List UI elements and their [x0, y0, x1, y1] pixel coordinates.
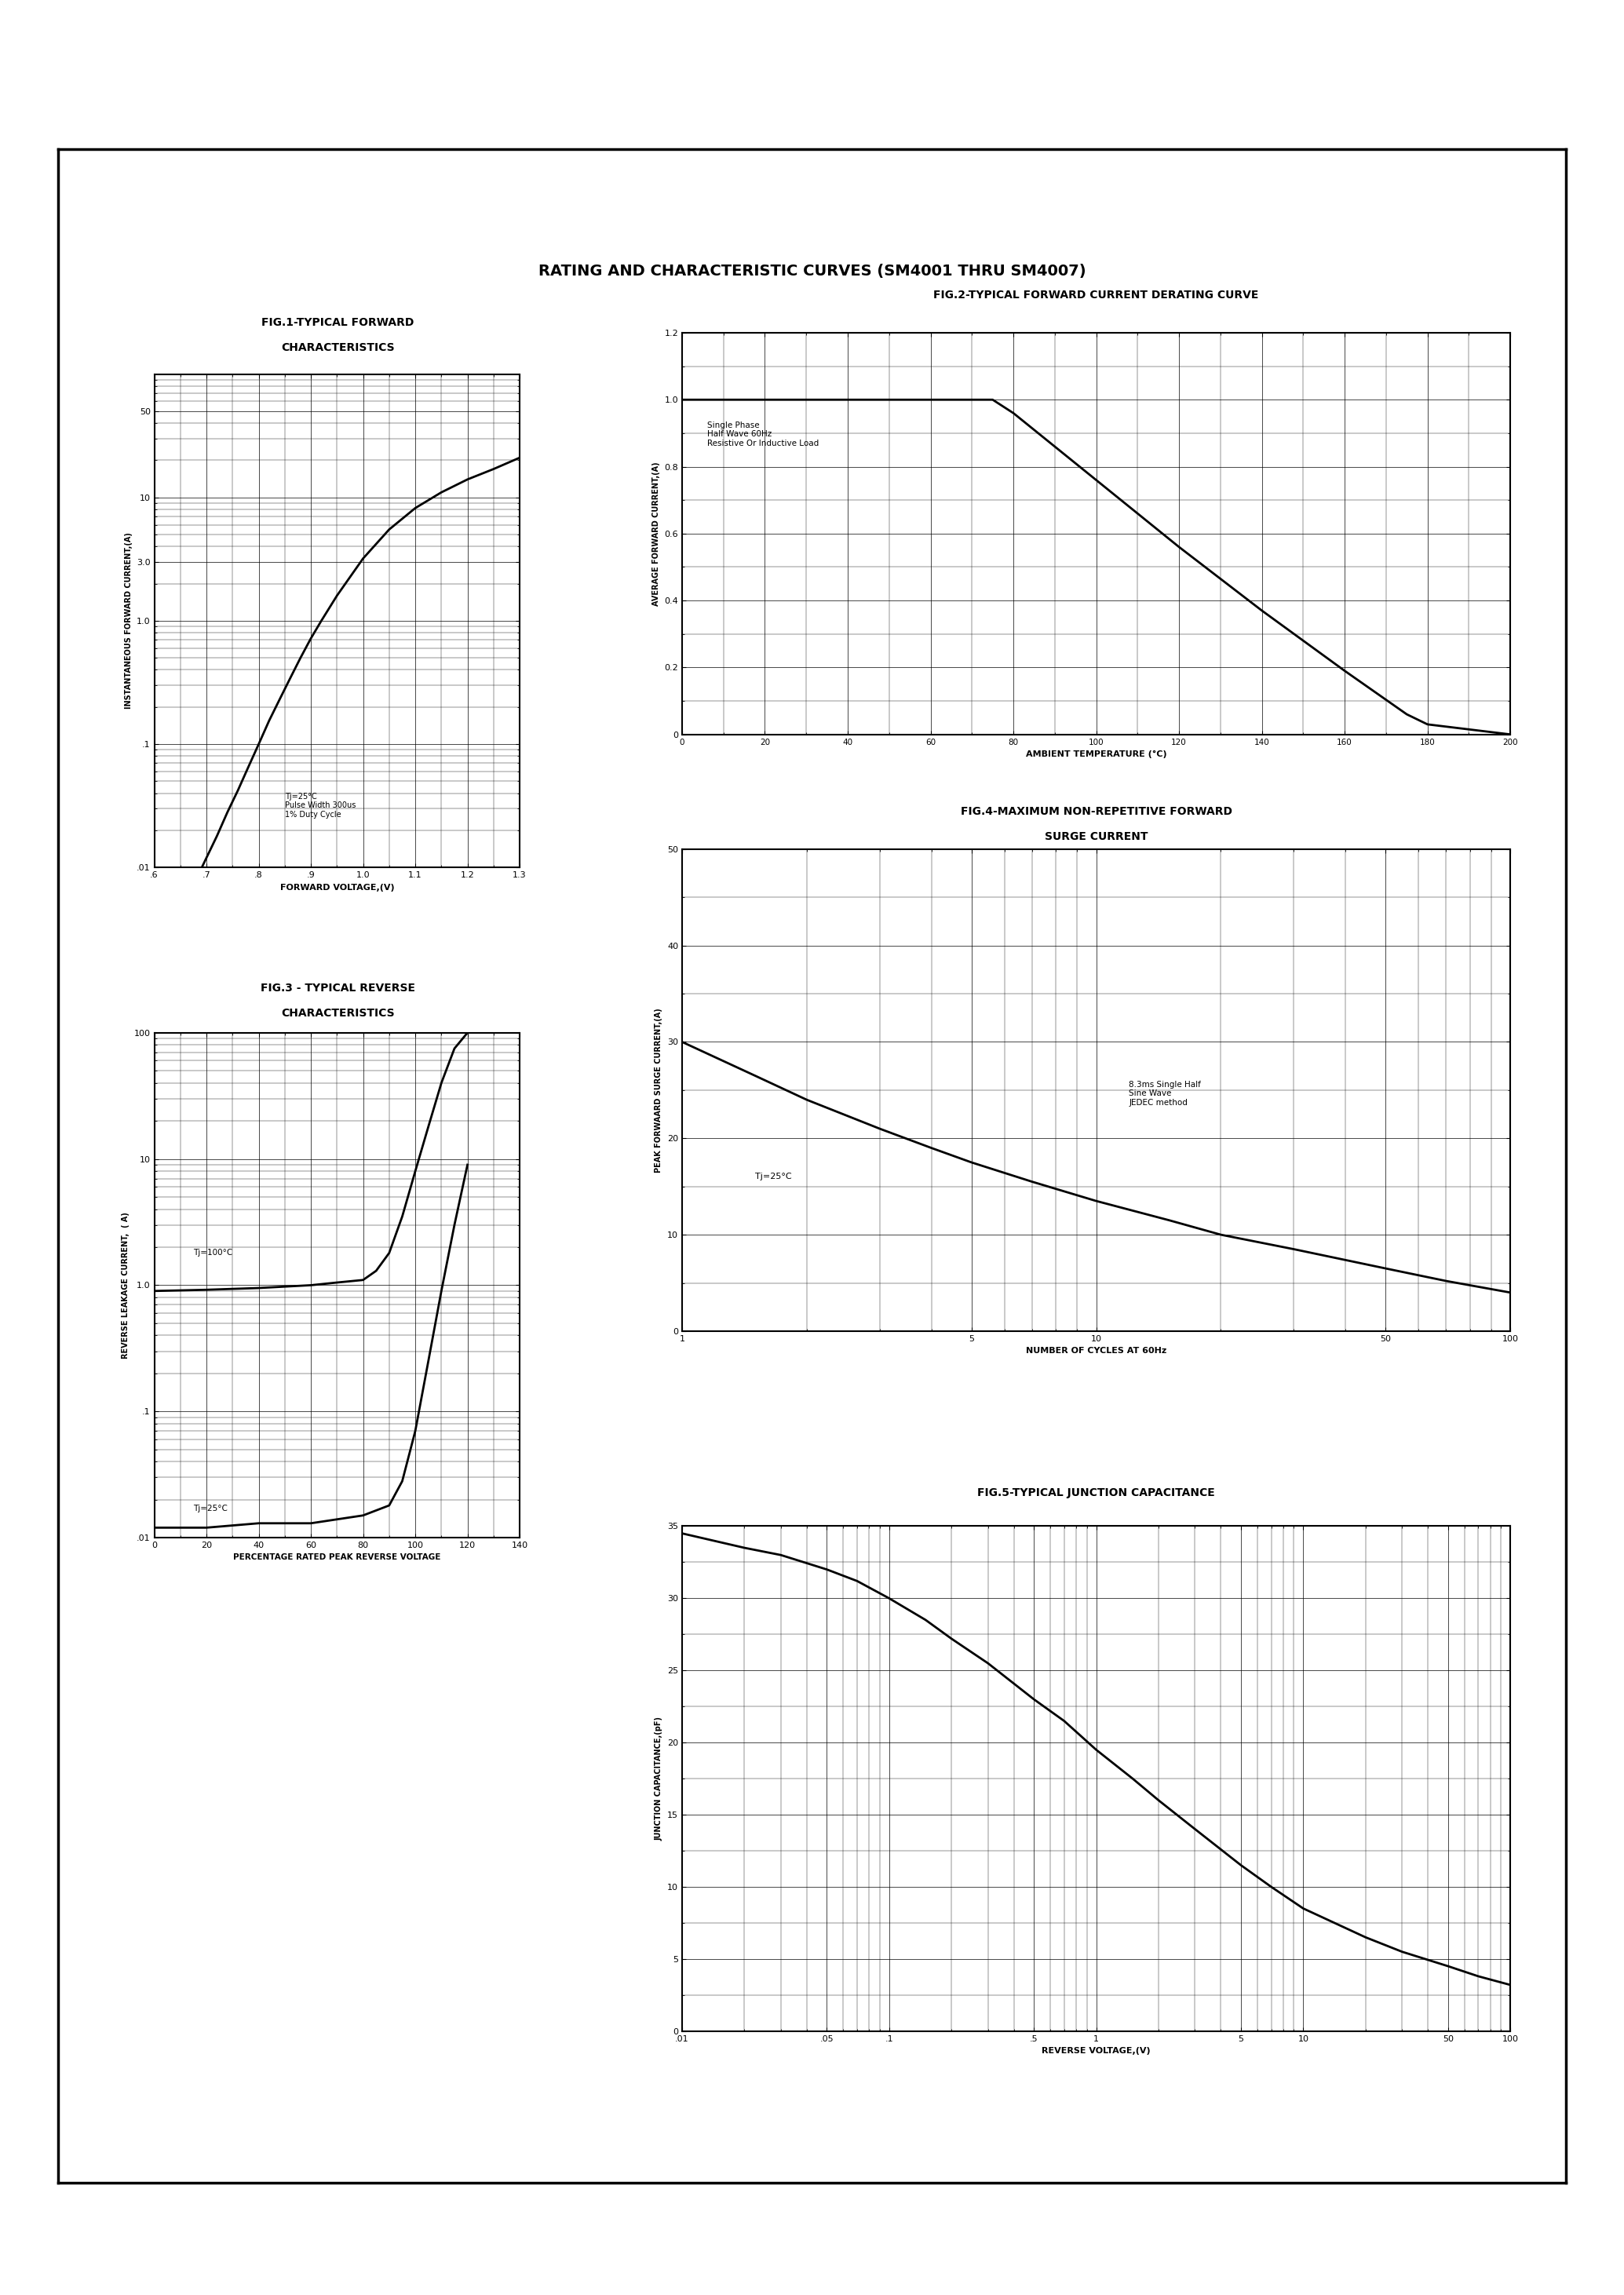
Text: FIG.4-MAXIMUM NON-REPETITIVE FORWARD: FIG.4-MAXIMUM NON-REPETITIVE FORWARD [960, 806, 1233, 817]
X-axis label: NUMBER OF CYCLES AT 60Hz: NUMBER OF CYCLES AT 60Hz [1026, 1347, 1166, 1354]
Text: FIG.1-TYPICAL FORWARD: FIG.1-TYPICAL FORWARD [261, 317, 414, 328]
Text: CHARACTERISTICS: CHARACTERISTICS [281, 342, 395, 353]
Text: Tj=25°C: Tj=25°C [193, 1506, 227, 1512]
Text: 8.3ms Single Half
Sine Wave
JEDEC method: 8.3ms Single Half Sine Wave JEDEC method [1129, 1081, 1202, 1106]
Y-axis label: JUNCTION CAPACITANCE,(pF): JUNCTION CAPACITANCE,(pF) [654, 1717, 663, 1841]
Text: FIG.2-TYPICAL FORWARD CURRENT DERATING CURVE: FIG.2-TYPICAL FORWARD CURRENT DERATING C… [934, 289, 1259, 301]
X-axis label: AMBIENT TEMPERATURE (°C): AMBIENT TEMPERATURE (°C) [1026, 750, 1166, 757]
X-axis label: FORWARD VOLTAGE,(V): FORWARD VOLTAGE,(V) [279, 884, 395, 890]
Text: Tj=25°C: Tj=25°C [755, 1173, 791, 1182]
Text: CHARACTERISTICS: CHARACTERISTICS [281, 1008, 395, 1019]
Text: Tj=25°C
Pulse Width 300us
1% Duty Cycle: Tj=25°C Pulse Width 300us 1% Duty Cycle [284, 792, 356, 819]
Text: RATING AND CHARACTERISTIC CURVES (SM4001 THRU SM4007): RATING AND CHARACTERISTIC CURVES (SM4001… [538, 264, 1086, 278]
Y-axis label: PEAK FORWAARD SURGE CURRENT,(A): PEAK FORWAARD SURGE CURRENT,(A) [654, 1008, 663, 1173]
Y-axis label: REVERSE LEAKAGE CURRENT,  ( A): REVERSE LEAKAGE CURRENT, ( A) [122, 1212, 130, 1359]
Text: Tj=100°C: Tj=100°C [193, 1248, 232, 1258]
X-axis label: REVERSE VOLTAGE,(V): REVERSE VOLTAGE,(V) [1041, 2047, 1151, 2054]
Text: Single Phase
Half Wave 60Hz
Resistive Or Inductive Load: Single Phase Half Wave 60Hz Resistive Or… [706, 422, 818, 448]
Text: SURGE CURRENT: SURGE CURRENT [1044, 831, 1148, 842]
Text: FIG.3 - TYPICAL REVERSE: FIG.3 - TYPICAL REVERSE [260, 982, 416, 994]
Y-axis label: INSTANTANEOUS FORWARD CURRENT,(A): INSTANTANEOUS FORWARD CURRENT,(A) [125, 532, 132, 709]
X-axis label: PERCENTAGE RATED PEAK REVERSE VOLTAGE: PERCENTAGE RATED PEAK REVERSE VOLTAGE [234, 1554, 440, 1561]
Text: FIG.5-TYPICAL JUNCTION CAPACITANCE: FIG.5-TYPICAL JUNCTION CAPACITANCE [978, 1487, 1215, 1499]
Y-axis label: AVERAGE FORWARD CURRENT,(A): AVERAGE FORWARD CURRENT,(A) [653, 461, 659, 606]
